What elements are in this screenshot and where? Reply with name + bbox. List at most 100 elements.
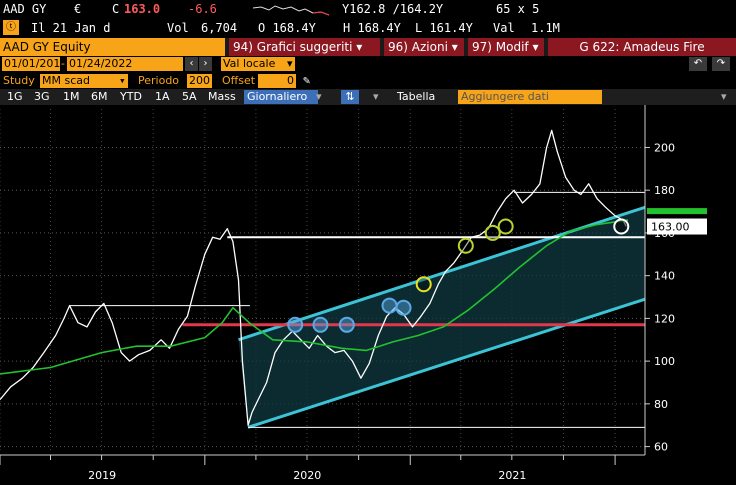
- frequency-select[interactable]: Giornaliero: [244, 90, 318, 104]
- add-data-input[interactable]: Aggiungere dati: [458, 90, 602, 104]
- value-label: Val: [493, 21, 515, 35]
- blue-marker: [312, 316, 329, 333]
- chart-type-icon[interactable]: ⇅: [341, 90, 359, 104]
- last-price: 163.0: [124, 2, 161, 16]
- yellow-marker: [415, 276, 432, 293]
- range-1d[interactable]: 1G: [7, 90, 23, 103]
- chevron-down-icon: ▾: [532, 40, 539, 54]
- redo-icon[interactable]: ↷: [712, 57, 730, 71]
- actions-num: 96): [388, 40, 408, 54]
- channel-lower-line: [247, 297, 646, 429]
- ma-value-box: [647, 208, 707, 215]
- last-price-label: 163.00: [651, 221, 690, 234]
- blue-marker: [381, 297, 398, 314]
- range-3d[interactable]: 3G: [34, 90, 50, 103]
- title-bar: AAD GY Equity 94) Grafici suggeriti ▾ 96…: [0, 38, 736, 56]
- price-chart[interactable]: 6080100120140160180200163.00 20192020202…: [0, 105, 736, 485]
- suggested-charts-button[interactable]: 94) Grafici suggeriti ▾: [229, 38, 380, 56]
- high-price: H 168.4Y: [343, 21, 401, 35]
- prev-period-icon[interactable]: ‹: [185, 57, 198, 71]
- chevron-down-icon: ▾: [119, 74, 126, 87]
- offset-label: Offset: [222, 74, 256, 87]
- range-1y[interactable]: 1A: [155, 90, 170, 103]
- currency-select[interactable]: Val locale: [221, 57, 295, 71]
- range-max[interactable]: Mass: [208, 90, 236, 103]
- study-bar: Study MM scad ▾ Periodo 200 Offset 0 ✎: [0, 73, 736, 89]
- x-tick-label: 2020: [293, 469, 321, 482]
- study-label: Study: [3, 74, 35, 87]
- end-date-field[interactable]: 01/24/2022: [67, 57, 183, 71]
- sparkline-icon: [253, 5, 330, 16]
- chevron-down-icon: ▾: [451, 40, 458, 54]
- time-axis: 2019 2020 2021: [0, 454, 645, 482]
- range-ytd[interactable]: YTD: [120, 90, 142, 103]
- bid-ask-range: Y162.8 /164.2Y: [342, 2, 444, 16]
- next-period-icon[interactable]: ›: [199, 57, 212, 71]
- chart-name[interactable]: G 622: Amadeus Fire: [548, 38, 736, 56]
- chevron-down-icon: ▾: [287, 57, 293, 70]
- edit-button[interactable]: 97) Modif ▾: [468, 38, 544, 56]
- traded-value: 1.1M: [531, 21, 560, 35]
- currency-label: €: [74, 2, 82, 16]
- suggested-charts-label: Grafici suggeriti: [256, 40, 353, 54]
- actions-label: Azioni: [411, 40, 448, 54]
- green-marker: [457, 237, 474, 254]
- channel-fill: [238, 207, 645, 428]
- y-tick-label: 120: [654, 312, 675, 325]
- moving-average-line: [0, 219, 629, 375]
- range-1m[interactable]: 1M: [63, 90, 80, 103]
- table-button[interactable]: Tabella: [397, 90, 436, 103]
- period-field[interactable]: 200: [187, 74, 212, 88]
- date-separator: -: [61, 57, 65, 70]
- y-tick-label: 180: [654, 184, 675, 197]
- price-series: [0, 129, 629, 426]
- y-tick-label: 100: [654, 355, 675, 368]
- chevron-down-icon[interactable]: ▾: [721, 90, 727, 103]
- low-price: L 161.4Y: [415, 21, 473, 35]
- date-range-bar: 01/01/2019 - 01/24/2022 ‹ › Val locale ▾…: [0, 56, 736, 73]
- start-date-field[interactable]: 01/01/2019: [2, 57, 68, 71]
- offset-field[interactable]: 0: [258, 74, 296, 88]
- period-label: Periodo: [138, 74, 180, 87]
- edit-num: 97): [472, 40, 492, 54]
- chart-markers: [287, 218, 630, 333]
- trade-date: Il 21 Jan d: [31, 21, 111, 35]
- range-5y[interactable]: 5A: [182, 90, 197, 103]
- chevron-down-icon: ▾: [356, 40, 363, 54]
- white-marker: [613, 218, 630, 235]
- green-marker: [484, 224, 501, 241]
- stats-line: ⓣ Il 21 Jan d Vol 6,704 O 168.4Y H 168.4…: [0, 19, 736, 38]
- actions-button[interactable]: 96) Azioni ▾: [384, 38, 464, 56]
- blue-marker: [395, 299, 412, 316]
- chevron-down-icon[interactable]: ▾: [316, 90, 322, 103]
- last-price-box: [647, 218, 707, 235]
- quote-line: AAD GY € C 163.0 -6.6 Y162.8 /164.2Y 65 …: [0, 0, 736, 20]
- study-select[interactable]: MM scad: [40, 74, 128, 88]
- range-6m[interactable]: 6M: [91, 90, 108, 103]
- green-marker: [497, 218, 514, 235]
- edit-label: Modif: [495, 40, 529, 54]
- trend-channel: [238, 205, 646, 429]
- chevron-down-icon[interactable]: ▾: [373, 90, 379, 103]
- y-tick-label: 200: [654, 141, 675, 154]
- security-title[interactable]: AAD GY Equity: [0, 38, 225, 56]
- undo-icon[interactable]: ↶: [689, 57, 707, 71]
- blue-marker: [338, 316, 355, 333]
- y-tick-label: 80: [654, 398, 668, 411]
- chart-toolbar: 1G 3G 1M 6M YTD 1A 5A Mass Giornaliero ▾…: [0, 89, 736, 105]
- y-tick-label: 140: [654, 270, 675, 283]
- ticker-label[interactable]: AAD GY: [3, 2, 47, 16]
- suggested-charts-num: 94): [233, 40, 253, 54]
- blue-marker: [287, 316, 304, 333]
- currency-select-value: Val locale: [223, 57, 276, 70]
- study-select-value: MM scad: [42, 74, 90, 87]
- bid-ask-size: 65 x 5: [496, 2, 540, 16]
- price-change: -6.6: [188, 2, 217, 16]
- price-axis: 6080100120140160180200163.00: [644, 105, 707, 455]
- pencil-icon[interactable]: ✎: [303, 73, 311, 87]
- exchange-icon[interactable]: ⓣ: [3, 20, 19, 35]
- x-tick-label: 2021: [498, 469, 526, 482]
- volume-value: 6,704: [201, 21, 238, 35]
- close-label: C: [112, 2, 120, 16]
- price-line: [0, 129, 627, 426]
